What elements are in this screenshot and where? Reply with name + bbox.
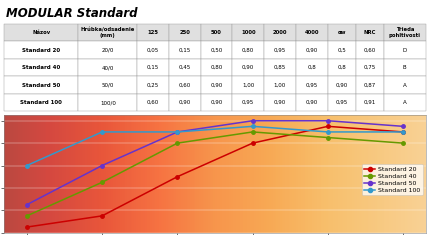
Standard 50: [99, 164, 105, 167]
Standard 100: [250, 125, 255, 128]
Standard 50: [175, 130, 180, 133]
Standard 40: [175, 142, 180, 145]
Standard 100: [175, 130, 180, 133]
Legend: Standard 20, Standard 40, Standard 50, Standard 100: Standard 20, Standard 40, Standard 50, S…: [362, 164, 423, 195]
Standard 50: [250, 119, 255, 122]
Standard 50: [24, 203, 29, 206]
Standard 20: [250, 142, 255, 145]
Standard 20: [99, 215, 105, 217]
Standard 100: [99, 130, 105, 133]
Standard 20: [175, 175, 180, 178]
Standard 50: [325, 119, 330, 122]
Line: Standard 50: Standard 50: [25, 119, 405, 206]
Line: Standard 40: Standard 40: [25, 130, 405, 218]
Standard 40: [99, 181, 105, 184]
Text: MODULAR Standard: MODULAR Standard: [6, 7, 138, 20]
Standard 40: [250, 130, 255, 133]
Standard 20: [325, 125, 330, 128]
Line: Standard 100: Standard 100: [25, 125, 405, 167]
Line: Standard 20: Standard 20: [25, 125, 405, 229]
Standard 50: [401, 125, 406, 128]
Standard 100: [401, 130, 406, 133]
Standard 40: [401, 142, 406, 145]
Standard 20: [24, 226, 29, 228]
Standard 40: [24, 215, 29, 217]
Standard 100: [325, 130, 330, 133]
Standard 20: [401, 130, 406, 133]
Standard 40: [325, 136, 330, 139]
Standard 100: [24, 164, 29, 167]
